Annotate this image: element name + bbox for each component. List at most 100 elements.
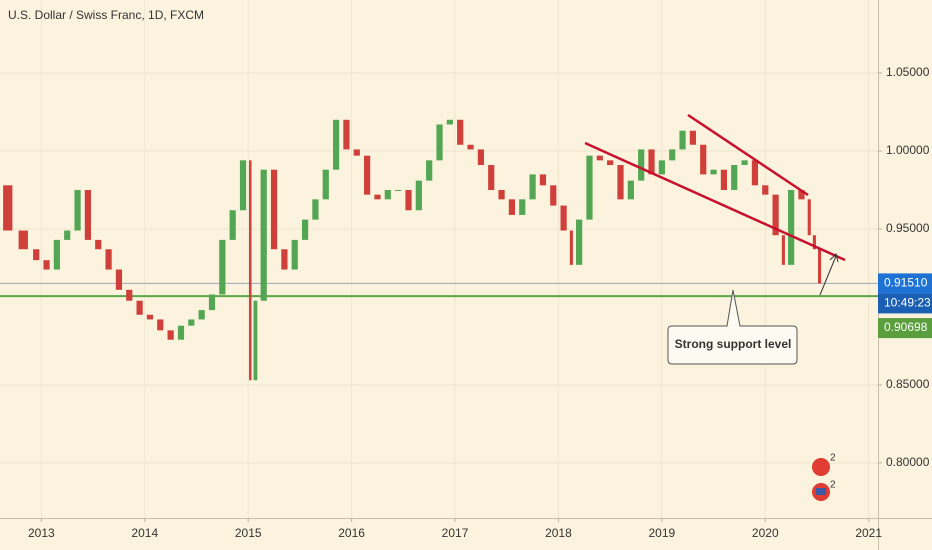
x-tick-label: 2014 xyxy=(131,526,158,540)
candle xyxy=(781,235,785,265)
badge-icon xyxy=(812,458,830,476)
candle xyxy=(405,189,412,211)
candle xyxy=(586,155,593,220)
candle xyxy=(229,210,236,240)
candle xyxy=(772,194,779,236)
candle xyxy=(301,219,309,240)
arrow-line xyxy=(819,255,837,296)
candle xyxy=(762,185,769,195)
callout-box xyxy=(667,289,798,365)
candle xyxy=(136,300,143,315)
grid xyxy=(0,0,882,522)
badge-flag xyxy=(816,488,826,495)
countdown-label: 10:49:23 xyxy=(884,296,931,310)
candle xyxy=(395,189,402,191)
candle xyxy=(648,149,655,175)
candle xyxy=(436,124,443,161)
callout-text: Strong support level xyxy=(675,337,792,351)
candle xyxy=(146,314,154,320)
candle xyxy=(167,330,174,340)
candle xyxy=(818,249,822,284)
candle xyxy=(426,160,433,181)
candle xyxy=(33,249,40,261)
candle xyxy=(43,260,50,270)
candle xyxy=(322,169,329,200)
candle xyxy=(374,194,381,200)
candle xyxy=(560,205,567,231)
candle xyxy=(720,169,728,190)
candle xyxy=(519,199,526,215)
candle xyxy=(576,219,583,265)
candle xyxy=(353,149,360,156)
lower-trendline xyxy=(584,141,846,262)
candle xyxy=(415,180,422,211)
candle xyxy=(689,130,696,145)
price-label: 0.90698 xyxy=(884,320,928,334)
candle xyxy=(446,119,453,125)
candle xyxy=(126,289,133,301)
price-label: 0.91510 xyxy=(884,276,928,290)
candle xyxy=(253,300,258,381)
badge-count: 2 xyxy=(830,453,836,464)
candle xyxy=(291,239,298,270)
candle xyxy=(105,249,112,270)
candle xyxy=(312,199,319,220)
candle xyxy=(508,199,516,215)
x-tick-label: 2017 xyxy=(442,526,469,540)
candle xyxy=(457,119,464,145)
x-tick-label: 2021 xyxy=(855,526,882,540)
candle xyxy=(477,149,484,166)
candle xyxy=(798,189,805,200)
candle xyxy=(249,160,252,381)
candle xyxy=(270,169,278,250)
arrow-head xyxy=(829,253,839,263)
candle xyxy=(539,174,547,186)
x-tick-label: 2018 xyxy=(545,526,572,540)
candle xyxy=(3,185,13,231)
candle xyxy=(384,189,391,200)
candle xyxy=(669,149,676,161)
candles xyxy=(3,119,822,381)
candle xyxy=(700,144,707,175)
x-tick-label: 2020 xyxy=(752,526,779,540)
y-tick-label: 0.80000 xyxy=(886,455,930,469)
candle xyxy=(332,119,340,170)
candle xyxy=(658,160,665,175)
x-tick-label: 2013 xyxy=(28,526,55,540)
candle xyxy=(751,160,759,186)
candle xyxy=(198,310,205,320)
arrow xyxy=(819,253,839,296)
candle xyxy=(529,174,536,200)
candle xyxy=(84,189,92,240)
candle xyxy=(208,294,216,311)
chart-title: U.S. Dollar / Swiss Franc, 1D, FXCM xyxy=(8,8,204,22)
candle xyxy=(364,155,371,195)
candle xyxy=(498,189,505,200)
price-labels: 0.80000 0.85000 0.95000 1.00000 1.05000 2013 2… xyxy=(28,65,932,540)
candle xyxy=(731,165,738,190)
price-label-box xyxy=(878,273,932,294)
candle xyxy=(467,144,474,150)
candle xyxy=(710,169,717,175)
y-tick-label: 1.00000 xyxy=(886,143,930,157)
candle xyxy=(607,160,614,166)
candle xyxy=(281,249,288,270)
candle xyxy=(550,185,557,206)
candle xyxy=(569,230,573,265)
candle xyxy=(74,189,81,231)
x-tick-label: 2019 xyxy=(649,526,676,540)
price-label-box xyxy=(878,318,932,339)
y-tick-label: 0.85000 xyxy=(886,377,930,391)
candle xyxy=(219,239,226,295)
candle xyxy=(617,165,624,200)
candle xyxy=(596,155,603,161)
badge[interactable]: 2 xyxy=(812,480,836,501)
candle xyxy=(807,199,811,236)
candle xyxy=(741,160,748,166)
candle xyxy=(188,319,195,326)
candle xyxy=(679,130,686,150)
badge[interactable]: 2 xyxy=(812,453,836,476)
candle xyxy=(239,160,247,211)
